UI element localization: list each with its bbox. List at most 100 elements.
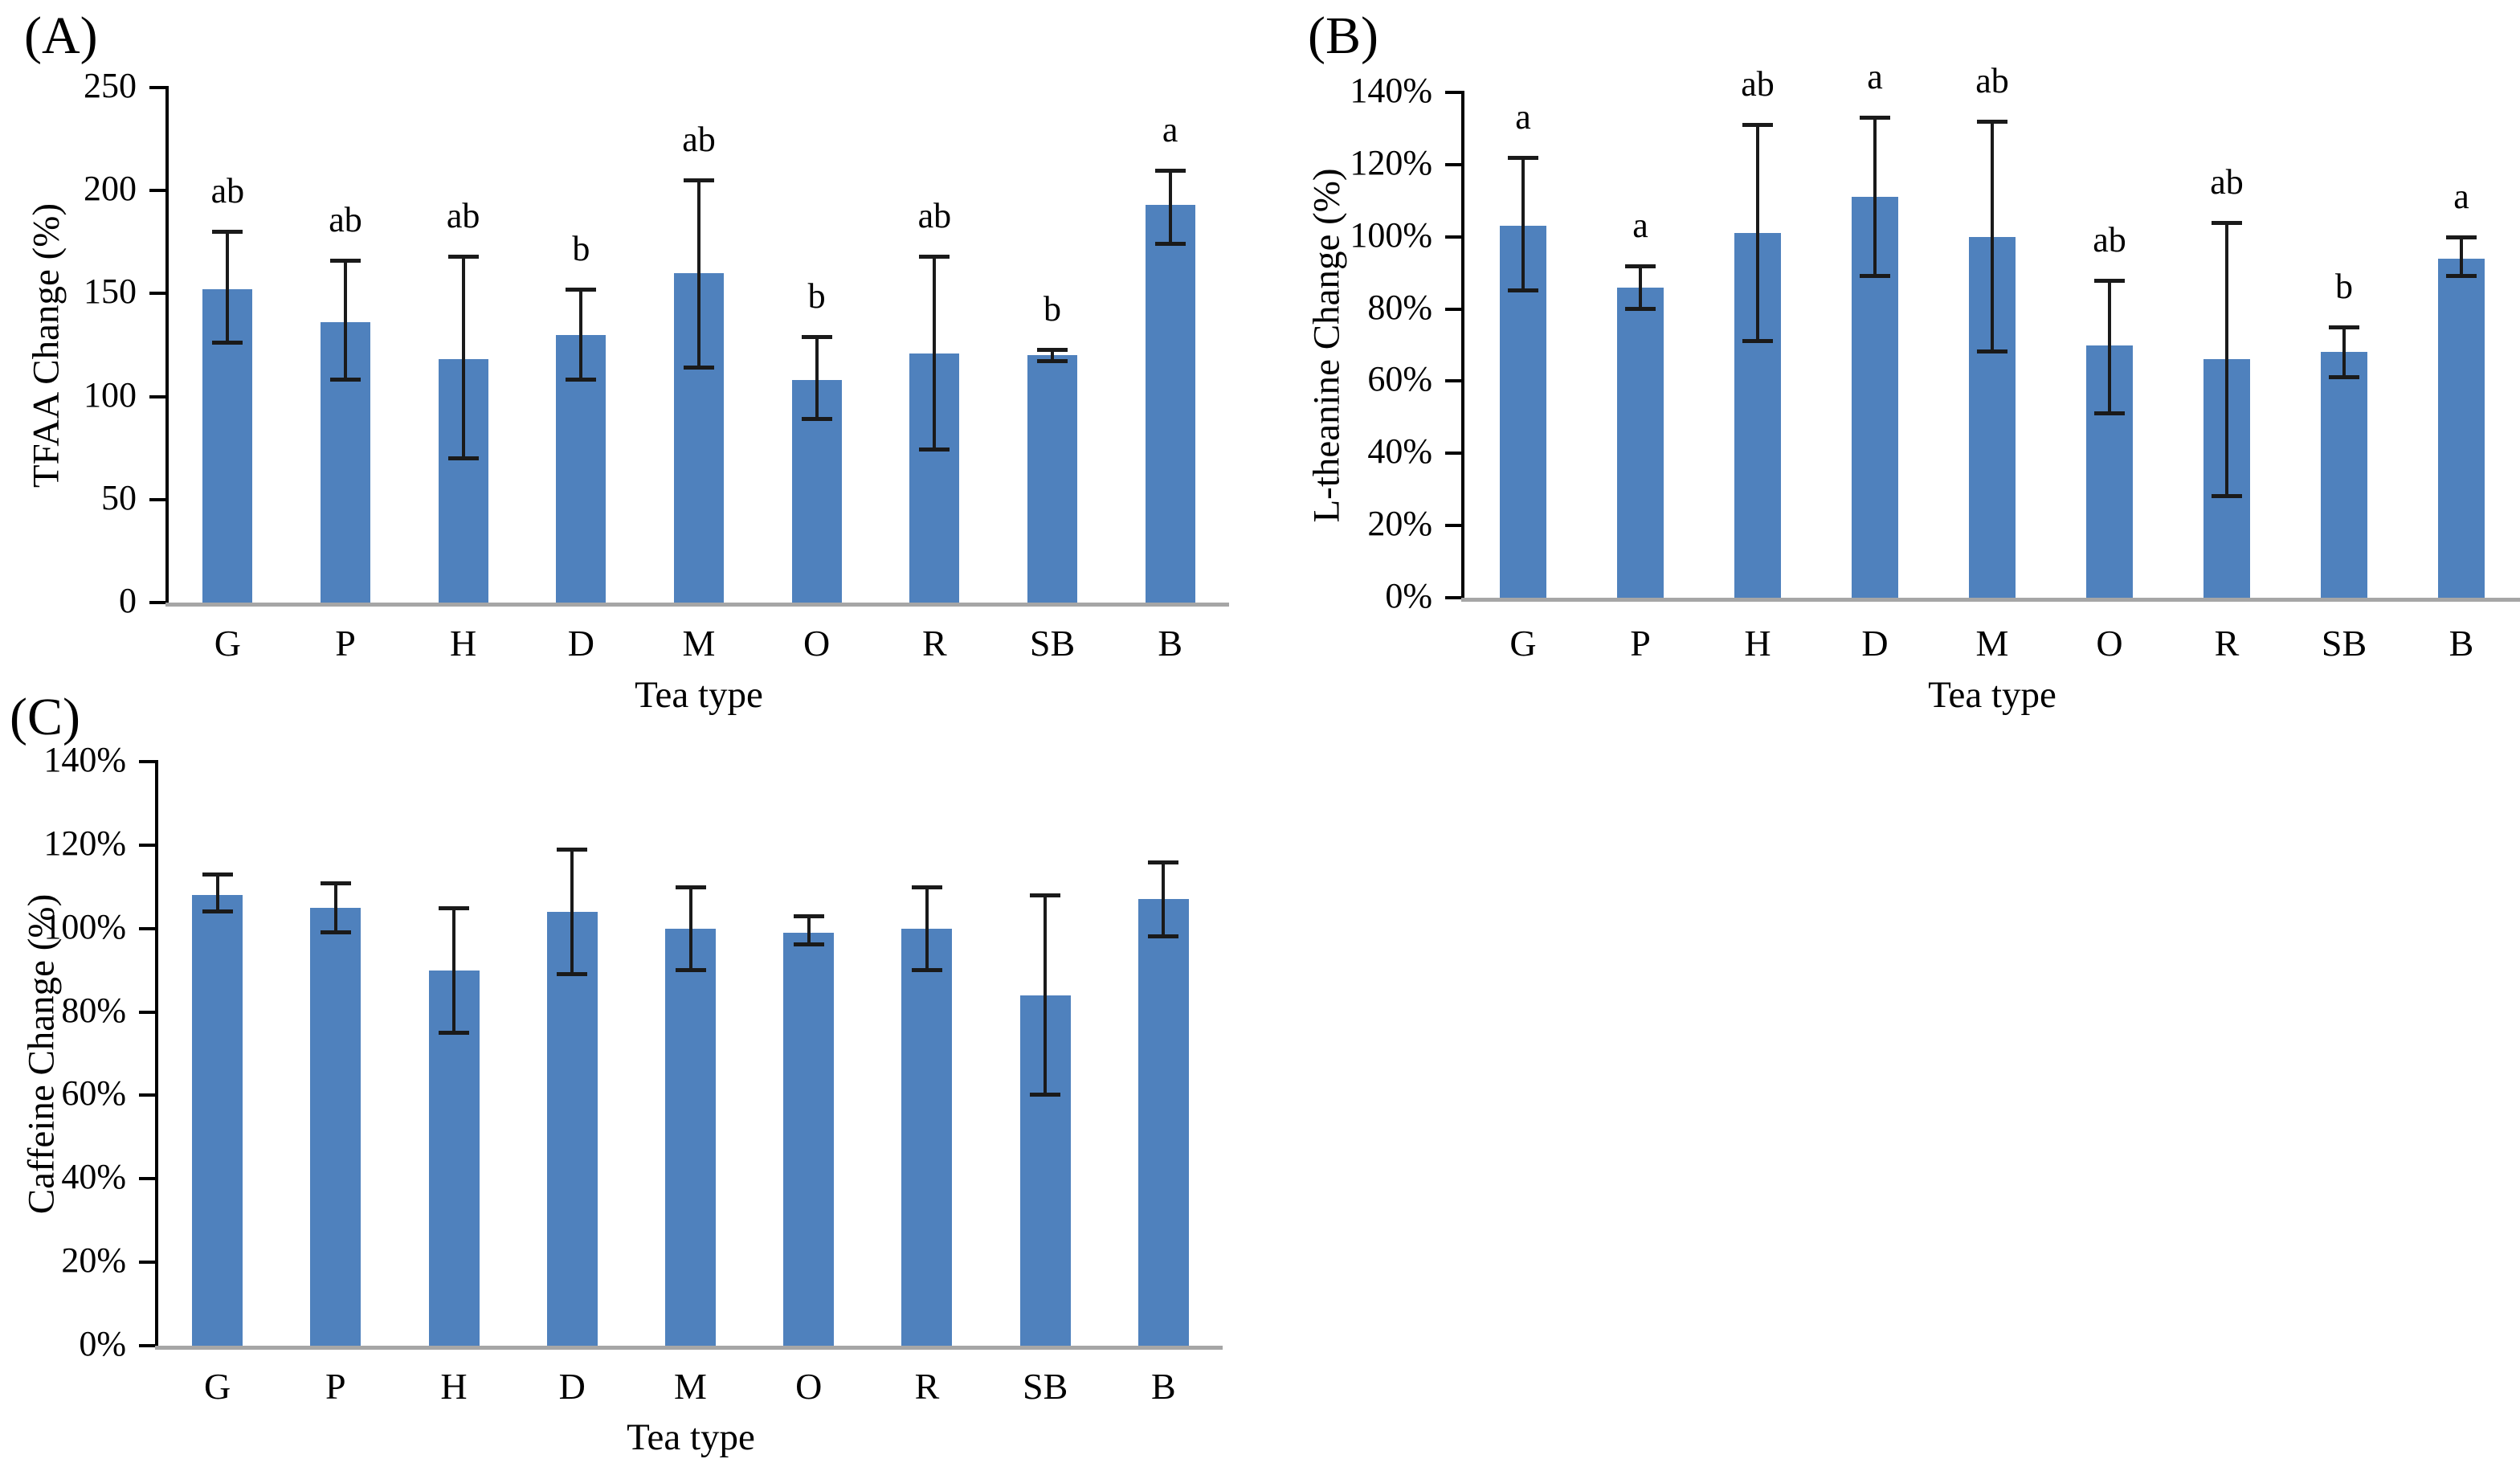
error-bar-cap-top-D — [1860, 116, 1890, 121]
y-tick-label: 80% — [1367, 287, 1432, 327]
error-bar-cap-top-B — [1154, 168, 1186, 173]
x-tick-label-D: D — [1861, 623, 1889, 664]
error-bar-line-G — [226, 231, 230, 343]
error-bar-cap-bottom-H — [447, 456, 479, 460]
error-bar-cap-top-SB — [1030, 893, 1061, 898]
error-bar-cap-bottom-R — [919, 447, 950, 452]
x-tick-label-P: P — [1630, 623, 1651, 664]
error-bar-line-SB — [1051, 349, 1054, 362]
error-bar-line-H — [461, 256, 465, 459]
error-bar-line-R — [933, 256, 937, 451]
y-axis-line — [165, 86, 169, 604]
error-bar-line-R — [2225, 222, 2228, 497]
error-bar-cap-top-SB — [2329, 325, 2359, 330]
error-bar-cap-bottom-R — [2212, 494, 2242, 499]
x-tick-label-R: R — [2214, 623, 2240, 664]
y-tick-mark — [1445, 307, 1461, 311]
x-tick-label-P: P — [325, 1366, 346, 1407]
error-bar-line-M — [697, 180, 700, 368]
sig-letter-P: a — [1632, 205, 1648, 245]
x-tick-label-M: M — [674, 1366, 707, 1407]
y-tick-mark — [149, 394, 165, 398]
error-bar-cap-top-P — [330, 259, 361, 264]
error-bar-line-H — [1756, 125, 1759, 341]
panel-c-label: (C) — [10, 688, 80, 746]
bar-SB — [1027, 355, 1077, 603]
error-bar-cap-top-O — [801, 335, 832, 340]
bar-B — [1145, 205, 1195, 603]
x-tick-label-SB: SB — [1023, 1366, 1068, 1407]
panel-a-label: (A) — [24, 6, 98, 65]
y-tick-mark — [139, 1261, 155, 1265]
x-tick-label-B: B — [1151, 1366, 1176, 1407]
error-bar-cap-bottom-D — [557, 971, 588, 976]
error-bar-cap-bottom-H — [439, 1030, 470, 1035]
error-bar-cap-top-M — [675, 885, 706, 889]
sig-letter-SB: b — [2335, 267, 2353, 307]
y-tick-label: 50 — [101, 477, 137, 517]
error-bar-cap-top-O — [2094, 278, 2125, 283]
error-bar-cap-top-P — [1625, 264, 1656, 268]
sig-letter-M: ab — [682, 120, 716, 160]
error-bar-cap-bottom-M — [675, 967, 706, 972]
y-tick-label: 0 — [119, 581, 137, 620]
error-bar-cap-bottom-B — [1148, 934, 1179, 939]
x-tick-label-H: H — [440, 1366, 468, 1407]
error-bar-line-D — [1873, 117, 1877, 277]
x-tick-label-M: M — [682, 623, 716, 664]
y-tick-label: 0% — [79, 1324, 126, 1363]
sig-letter-D: b — [572, 229, 590, 269]
x-tick-label-R: R — [921, 623, 947, 664]
panel-a-x-axis-title: Tea type — [635, 674, 763, 716]
y-tick-label: 140% — [43, 740, 126, 779]
y-tick-label: 40% — [61, 1157, 126, 1197]
y-tick-mark — [1445, 91, 1461, 94]
y-tick-mark — [139, 1177, 155, 1181]
x-tick-label-G: G — [214, 623, 241, 664]
error-bar-line-P — [333, 882, 337, 933]
panel-c-x-axis-title: Tea type — [627, 1416, 755, 1458]
bar-P — [1617, 287, 1664, 598]
error-bar-cap-top-P — [320, 881, 351, 885]
y-tick-label: 100% — [43, 906, 126, 946]
error-bar-cap-bottom-P — [1625, 306, 1656, 311]
bar-D — [546, 911, 598, 1346]
y-tick-label: 120% — [43, 823, 126, 863]
x-tick-label-O: O — [803, 623, 831, 664]
error-bar-line-O — [807, 916, 811, 946]
x-tick-label-B: B — [2449, 623, 2474, 664]
error-bar-cap-bottom-SB — [2329, 374, 2359, 379]
sig-letter-H: ab — [446, 196, 480, 236]
bar-B — [2438, 258, 2485, 598]
y-tick-mark — [139, 1344, 155, 1347]
sig-letter-H: ab — [1741, 64, 1775, 104]
y-tick-label: 250 — [84, 66, 137, 105]
error-bar-line-SB — [2342, 327, 2346, 378]
y-tick-label: 100 — [84, 374, 137, 415]
error-bar-cap-bottom-SB — [1030, 1093, 1061, 1097]
y-tick-mark — [139, 760, 155, 763]
x-tick-label-B: B — [1158, 623, 1182, 664]
error-bar-cap-top-G — [212, 230, 243, 235]
x-tick-label-O: O — [2096, 623, 2123, 664]
error-bar-line-G — [1521, 157, 1525, 292]
bar-R — [901, 928, 953, 1346]
y-tick-mark — [139, 1093, 155, 1097]
sig-letter-R: ab — [917, 196, 952, 236]
sig-letter-B: a — [2453, 176, 2469, 216]
error-bar-cap-bottom-B — [2446, 274, 2477, 279]
y-tick-label: 140% — [1350, 71, 1432, 110]
error-bar-cap-top-M — [684, 178, 714, 183]
y-axis-line — [1461, 91, 1464, 599]
error-bar-cap-bottom-H — [1742, 339, 1773, 343]
error-bar-cap-top-H — [447, 255, 479, 259]
y-tick-label: 100% — [1350, 215, 1432, 255]
error-bar-cap-top-H — [439, 905, 470, 910]
sig-letter-G: a — [1515, 96, 1531, 137]
error-bar-cap-bottom-P — [320, 930, 351, 934]
error-bar-cap-bottom-G — [212, 340, 243, 345]
bar-G — [192, 895, 243, 1346]
error-bar-cap-top-R — [2212, 220, 2242, 225]
error-bar-cap-top-B — [2446, 235, 2477, 239]
bar-O — [783, 932, 835, 1346]
